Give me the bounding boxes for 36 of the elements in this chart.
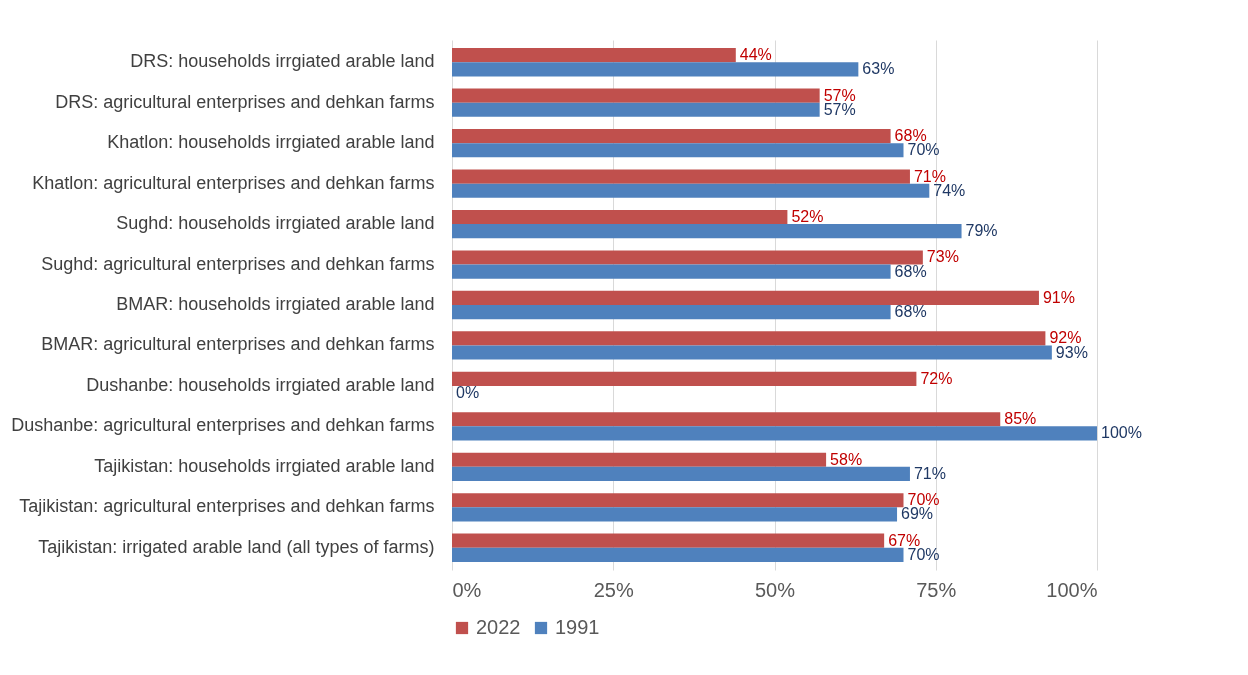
- data-label: 0%: [456, 384, 480, 401]
- data-label: 73%: [926, 248, 959, 266]
- y-tick-label: Dushanbe: households irrgiated arable land: [86, 374, 435, 395]
- y-tick-label: BMAR: households irrgiated arable land: [116, 294, 435, 314]
- data-label: 63%: [862, 60, 895, 78]
- data-label: 70%: [907, 141, 940, 159]
- data-label: 52%: [791, 208, 824, 225]
- x-tick-label: 75%: [916, 578, 957, 601]
- y-tick-label: Tajikistan: households irrgiated arable land: [94, 455, 435, 476]
- y-tick-label: DRS: households irrgiated arable land: [130, 51, 435, 72]
- y-tick-label: Dushanbe: agricultural enterprises and dehkan farms: [11, 415, 435, 436]
- x-tick-label: 25%: [593, 578, 634, 601]
- y-tick-label: BMAR: agricultural enterprises and dehkan farms: [41, 334, 435, 355]
- x-tick-label: 50%: [754, 578, 796, 601]
- data-label: 100%: [1101, 424, 1142, 442]
- y-tick-label: Tajikistan: agricultural enterprises and dehkan farms: [19, 496, 435, 517]
- data-label: 58%: [830, 450, 863, 468]
- legend-label: 1991: [555, 616, 600, 638]
- y-tick-label: DRS: agricultural enterprises and dehkan farms: [55, 91, 435, 112]
- y-tick-label: Sughd: households irrgiated arable land: [116, 213, 435, 234]
- x-tick-label: 0%: [452, 578, 482, 601]
- data-label: 44%: [739, 46, 772, 64]
- data-label: 69%: [901, 505, 934, 523]
- y-tick-label: Khatlon: households irrgiated arable land: [107, 132, 435, 153]
- y-tick-label: Khatlon: agricultural enterprises and dehkan farms: [32, 172, 435, 193]
- data-label: 72%: [920, 369, 953, 387]
- y-tick-label: Tajikistan: irrigated arable land (all types of farms): [38, 536, 435, 557]
- data-label: 68%: [894, 303, 927, 321]
- data-label: 71%: [913, 464, 946, 482]
- data-label: 68%: [894, 262, 927, 280]
- y-tick-label: Sughd: agricultural enterprises and dehkan farms: [41, 253, 435, 274]
- x-tick-label: 100%: [1046, 578, 1098, 601]
- data-label: 79%: [965, 222, 998, 240]
- legend-label: 2022: [476, 616, 521, 638]
- data-label: 85%: [1004, 410, 1037, 428]
- data-label: 91%: [1042, 288, 1075, 306]
